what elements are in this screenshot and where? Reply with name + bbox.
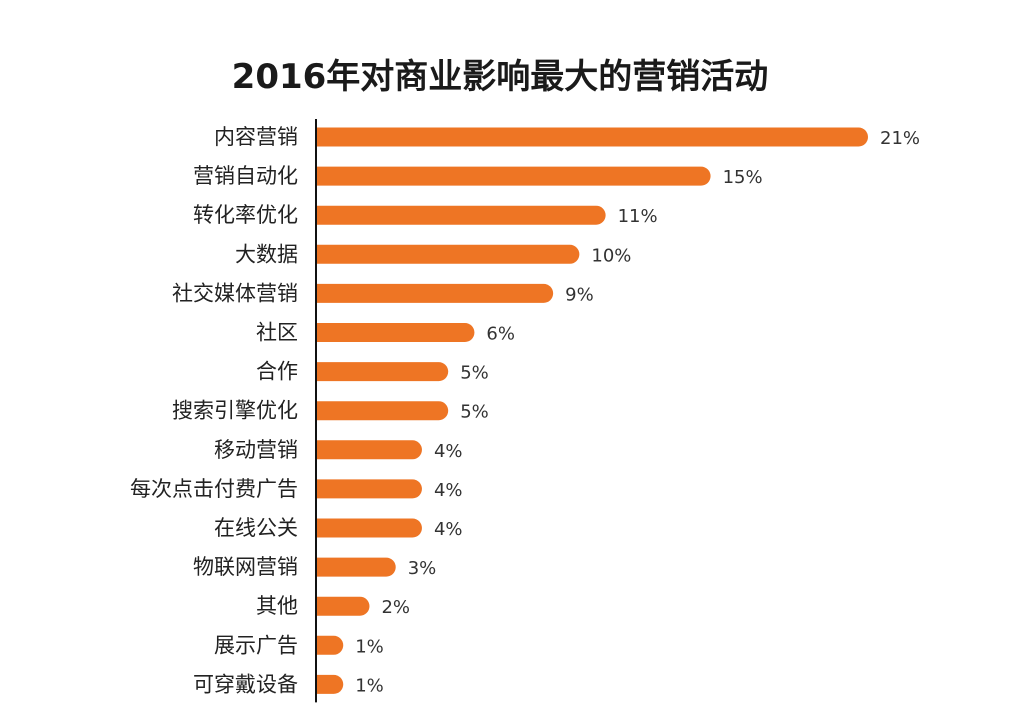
category-label: 物联网营销 (193, 555, 298, 579)
value-label: 3% (408, 558, 437, 579)
category-label: 移动营销 (214, 438, 298, 462)
value-label: 10% (591, 245, 631, 266)
bar (317, 518, 422, 538)
value-label: 15% (723, 167, 763, 188)
bar (317, 244, 580, 264)
category-label: 每次点击付费广告 (130, 477, 298, 501)
value-label: 9% (565, 284, 594, 305)
bar (317, 596, 370, 616)
bar (317, 440, 422, 460)
category-label: 社交媒体营销 (172, 281, 298, 305)
bar (317, 323, 475, 342)
value-label: 21% (880, 128, 920, 149)
value-label: 4% (434, 441, 463, 462)
bar (317, 166, 711, 186)
category-label: 展示广告 (214, 633, 298, 657)
value-label: 5% (460, 363, 489, 384)
bar (317, 674, 344, 694)
bars-group: 内容营销 21% 营销自动化 15% 转化率优化 11% 大数据 10% 社交媒体营销 9% 社区 6… (130, 125, 920, 696)
category-label: 搜索引擎优化 (172, 399, 298, 423)
bar (317, 479, 422, 499)
category-label: 在线公关 (214, 516, 298, 540)
bar (317, 362, 449, 382)
chart-title: 2016年对商业影响最大的营销活动 (232, 57, 769, 97)
category-label: 营销自动化 (193, 164, 298, 188)
value-label: 4% (434, 480, 463, 501)
value-label: 1% (355, 675, 384, 696)
value-label: 11% (618, 206, 658, 227)
category-label: 转化率优化 (193, 203, 298, 227)
bar (317, 557, 396, 577)
category-label: 合作 (256, 360, 298, 384)
value-label: 6% (486, 324, 515, 345)
bar (317, 127, 868, 147)
value-label: 5% (460, 402, 489, 423)
value-label: 4% (434, 519, 463, 540)
value-label: 1% (355, 636, 384, 657)
bar (317, 283, 554, 303)
bar (317, 635, 344, 655)
category-label: 可穿戴设备 (193, 672, 298, 696)
bar (317, 205, 606, 225)
category-label: 社区 (256, 321, 298, 345)
bar (317, 401, 449, 421)
category-label: 大数据 (235, 242, 298, 266)
category-label: 内容营销 (214, 125, 298, 149)
category-label: 其他 (256, 594, 298, 618)
value-label: 2% (381, 597, 410, 618)
